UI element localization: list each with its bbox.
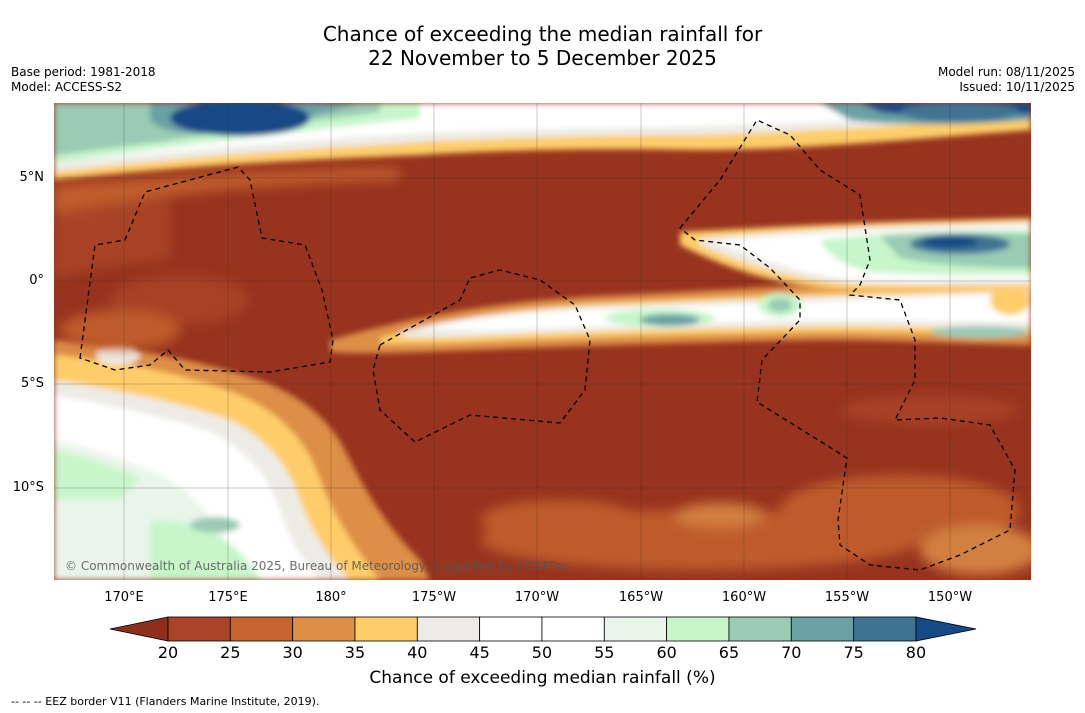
issued-text: Issued: 10/11/2025 [959, 80, 1075, 94]
longitude-tick: 175°E [208, 590, 248, 605]
colorbar-segment [167, 616, 231, 642]
colorbar-title: Chance of exceeding median rainfall (%) [369, 668, 716, 688]
longitude-tick: 150°W [927, 590, 973, 605]
longitude-tick: 175°W [411, 590, 457, 605]
colorbar-segment [728, 616, 792, 642]
colorbar-tick-label: 65 [718, 643, 740, 662]
colorbar-tick-label: 70 [781, 643, 802, 662]
colorbar-tick-label: 30 [282, 643, 303, 662]
colorbar-tick-label: 80 [905, 643, 927, 662]
colorbar-tick-label: 55 [594, 643, 615, 662]
colorbar-segment [603, 616, 668, 642]
colorbar-segment [666, 616, 730, 642]
longitude-tick: 165°W [618, 590, 664, 605]
eez-borders [79, 119, 1016, 571]
colorbar-tick-label: 45 [469, 643, 490, 662]
map-field [54, 103, 1031, 580]
map-title-line1: Chance of exceeding the median rainfall … [322, 22, 763, 46]
latitude-tick: 10°S [12, 480, 44, 495]
copyright-notice: © Commonwealth of Australia 2025, Bureau… [65, 559, 571, 573]
longitude-tick: 180° [315, 590, 347, 605]
colorbar-segment [479, 616, 543, 642]
map-title-line2: 22 November to 5 December 2025 [368, 46, 717, 70]
longitude-tick: 170°E [104, 590, 144, 605]
longitude-tick: 160°W [721, 590, 767, 605]
colorbar [109, 616, 977, 642]
colorbar-high-arrow [915, 616, 977, 642]
colorbar-tick-label: 35 [344, 643, 366, 662]
colorbar-segment [416, 616, 481, 642]
colorbar-segment [229, 616, 294, 642]
meta-left: Base period: 1981-2018 Model: ACCESS-S2 [11, 65, 156, 95]
colorbar-segment [541, 616, 605, 642]
colorbar-segment [790, 616, 855, 642]
colorbar-low-arrow [109, 616, 169, 642]
colorbar-segment [292, 616, 356, 642]
longitude-tick: 170°W [514, 590, 560, 605]
longitude-tick: 155°W [824, 590, 870, 605]
base-period-text: Base period: 1981-2018 [11, 65, 156, 79]
colorbar-tick-label: 20 [157, 643, 179, 662]
latitude-tick: 0° [29, 273, 44, 288]
model-run-text: Model run: 08/11/2025 [937, 65, 1075, 79]
latitude-tick: 5°N [19, 170, 45, 185]
colorbar-tick-label: 60 [656, 643, 677, 662]
colorbar-tick-label: 75 [843, 643, 864, 662]
model-text: Model: ACCESS-S2 [11, 80, 123, 94]
meta-right: Model run: 08/11/2025 Issued: 10/11/2025 [938, 65, 1075, 95]
colorbar-tick-label: 40 [407, 643, 428, 662]
colorbar-segment [853, 616, 917, 642]
colorbar-tick-label: 50 [531, 643, 553, 662]
eez-legend-note: -- -- -- EEZ border V11 (Flanders Marine… [11, 695, 320, 708]
latitude-tick: 5°S [20, 376, 44, 391]
colorbar-tick-label: 25 [220, 643, 241, 662]
colorbar-segment [354, 616, 418, 642]
